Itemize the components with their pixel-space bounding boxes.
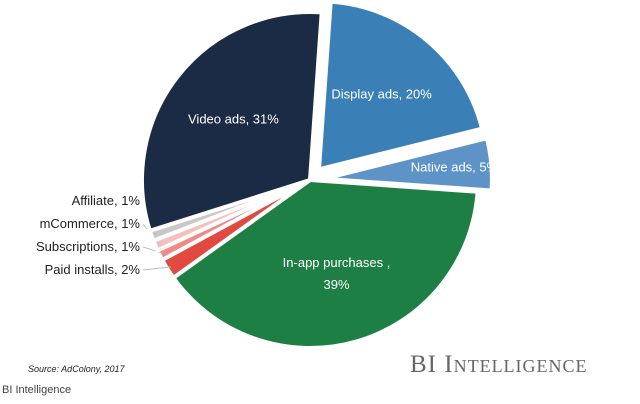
pie-slice-display-ads <box>316 0 485 172</box>
pie-slice-video-ads <box>140 10 324 234</box>
data-label-video-ads: Video ads, 31% <box>188 112 279 127</box>
data-label-paid-installs: Paid installs, 2% <box>45 262 141 277</box>
data-label-in-app-purchases: In-app purchases , 39% <box>283 255 391 292</box>
data-label-display-ads: Display ads, 20% <box>331 87 432 102</box>
data-label-native-ads: Native ads, 5% <box>411 159 499 174</box>
footer-caption: BI Intelligence <box>2 384 72 396</box>
data-label-mcommerce: mCommerce, 1% <box>40 216 141 231</box>
leader-line <box>142 246 164 254</box>
brand-logo: BI Intelligence <box>410 351 588 378</box>
data-label-subscriptions: Subscriptions, 1% <box>36 239 140 254</box>
data-label-affiliate: Affiliate, 1% <box>72 193 141 208</box>
source-note: Source: AdColony, 2017 <box>28 364 125 374</box>
pie-slice-in-app-purchases <box>170 177 480 350</box>
pie-slice-native-ads <box>323 135 494 193</box>
leader-line <box>142 266 171 271</box>
